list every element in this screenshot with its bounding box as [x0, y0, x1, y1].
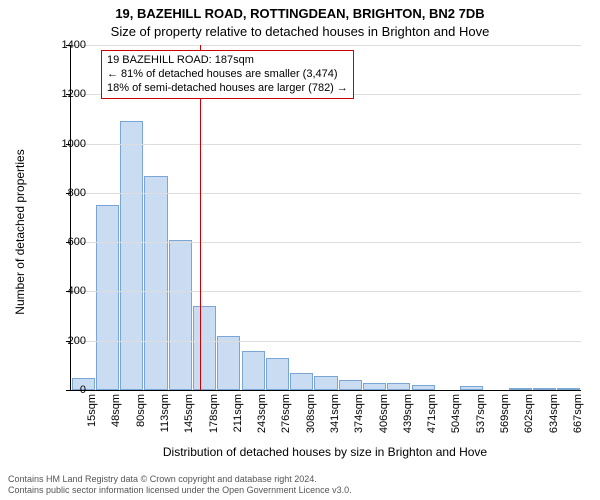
histogram-bar [509, 388, 532, 390]
xtick-label: 15sqm [86, 394, 98, 454]
gridline [71, 242, 581, 243]
histogram-bar [193, 306, 216, 390]
chart-title-address: 19, BAZEHILL ROAD, ROTTINGDEAN, BRIGHTON… [0, 6, 600, 21]
xtick-label: 145sqm [183, 394, 195, 454]
xtick-label: 341sqm [329, 394, 341, 454]
annotation-line: ← 81% of detached houses are smaller (3,… [107, 68, 348, 82]
histogram-bar [412, 385, 435, 390]
histogram-bar [387, 383, 410, 390]
ytick-label: 400 [46, 285, 86, 297]
ytick-label: 800 [46, 187, 86, 199]
chart-subtitle: Size of property relative to detached ho… [0, 24, 600, 39]
histogram-bar [217, 336, 240, 390]
histogram-bar [290, 373, 313, 390]
xtick-label: 211sqm [232, 394, 244, 454]
y-axis-label: Number of detached properties [13, 82, 27, 382]
annotation-box: 19 BAZEHILL ROAD: 187sqm← 81% of detache… [101, 50, 354, 99]
xtick-label: 439sqm [402, 394, 414, 454]
chart-container: { "title": { "line1": "19, BAZEHILL ROAD… [0, 0, 600, 500]
xtick-label: 80sqm [135, 394, 147, 454]
histogram-bar [533, 388, 556, 390]
xtick-label: 276sqm [280, 394, 292, 454]
histogram-bar [242, 351, 265, 390]
gridline [71, 193, 581, 194]
histogram-bar [266, 358, 289, 390]
xtick-label: 602sqm [523, 394, 535, 454]
footer-attribution: Contains HM Land Registry data © Crown c… [8, 474, 588, 496]
xtick-label: 569sqm [499, 394, 511, 454]
xtick-label: 374sqm [353, 394, 365, 454]
xtick-label: 178sqm [208, 394, 220, 454]
histogram-bar [314, 376, 337, 390]
xtick-label: 471sqm [426, 394, 438, 454]
xtick-label: 113sqm [159, 394, 171, 454]
histogram-bar [144, 176, 167, 390]
gridline [71, 45, 581, 46]
footer-line1: Contains HM Land Registry data © Crown c… [8, 474, 588, 485]
histogram-bar [460, 386, 483, 390]
annotation-line: 19 BAZEHILL ROAD: 187sqm [107, 54, 348, 68]
xtick-label: 667sqm [572, 394, 584, 454]
ytick-label: 1200 [46, 88, 86, 100]
histogram-bar [339, 380, 362, 390]
gridline [71, 341, 581, 342]
ytick-label: 600 [46, 236, 86, 248]
plot-area: 19 BAZEHILL ROAD: 187sqm← 81% of detache… [70, 45, 581, 391]
xtick-label: 634sqm [548, 394, 560, 454]
histogram-bar [96, 205, 119, 390]
xtick-label: 243sqm [256, 394, 268, 454]
gridline [71, 144, 581, 145]
histogram-bar [169, 240, 192, 390]
ytick-label: 200 [46, 335, 86, 347]
footer-line2: Contains public sector information licen… [8, 485, 588, 496]
ytick-label: 0 [46, 384, 86, 396]
histogram-bar [120, 121, 143, 390]
histogram-bar [363, 383, 386, 390]
histogram-bar [557, 388, 580, 390]
xtick-label: 406sqm [378, 394, 390, 454]
ytick-label: 1400 [46, 39, 86, 51]
xtick-label: 48sqm [110, 394, 122, 454]
ytick-label: 1000 [46, 138, 86, 150]
xtick-label: 504sqm [450, 394, 462, 454]
annotation-line: 18% of semi-detached houses are larger (… [107, 82, 348, 96]
xtick-label: 537sqm [475, 394, 487, 454]
xtick-label: 308sqm [305, 394, 317, 454]
gridline [71, 291, 581, 292]
